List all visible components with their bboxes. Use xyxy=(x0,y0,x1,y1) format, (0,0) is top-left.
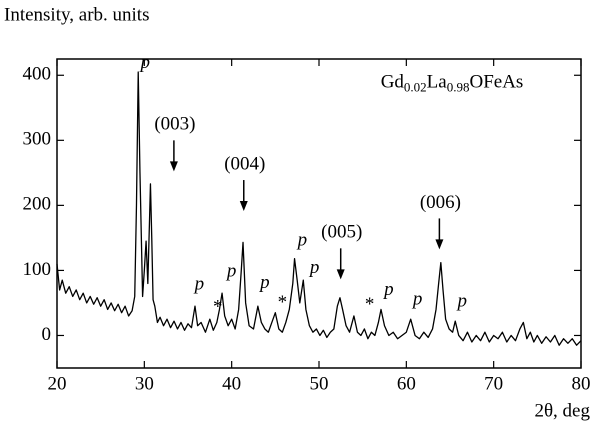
plot-frame xyxy=(56,58,582,369)
peak-marker: p xyxy=(225,261,237,282)
title-part: La xyxy=(427,72,448,93)
title-part: Gd xyxy=(381,72,405,93)
peak-label: (005) xyxy=(321,222,362,243)
y-tick-label: 300 xyxy=(23,129,52,150)
x-tick-label: 30 xyxy=(135,373,154,394)
x-tick-label: 20 xyxy=(48,373,67,394)
x-tick-label: 70 xyxy=(484,373,503,394)
peak-marker: p xyxy=(258,272,270,293)
arrow-head xyxy=(239,201,248,212)
chart-title: Gd0.02La0.98OFeAs xyxy=(381,72,524,95)
peak-marker: p xyxy=(193,274,205,295)
peak-marker: p xyxy=(308,257,320,278)
arrow-head xyxy=(336,269,345,280)
peak-marker: p xyxy=(455,291,467,312)
title-part: OFeAs xyxy=(469,72,523,93)
peak-label: (006) xyxy=(420,192,461,213)
x-tick-label: 80 xyxy=(572,373,591,394)
peak-marker: p xyxy=(296,230,308,251)
peak-marker: * xyxy=(365,294,375,315)
title-part: 0.98 xyxy=(447,79,470,94)
peak-label: (004) xyxy=(224,153,265,174)
x-tick-label: 40 xyxy=(222,373,241,394)
peak-marker: * xyxy=(213,297,223,318)
y-tick-label: 100 xyxy=(23,259,52,280)
x-tick-label: 60 xyxy=(397,373,416,394)
peak-marker: * xyxy=(278,292,288,313)
y-axis-label: Intensity, arb. units xyxy=(4,4,149,25)
x-tick-label: 50 xyxy=(310,373,329,394)
title-part: 0.02 xyxy=(404,79,427,94)
y-tick-label: 200 xyxy=(23,194,52,215)
x-axis-label: 2θ, deg xyxy=(534,400,590,421)
arrow-head xyxy=(435,239,444,250)
data-line xyxy=(56,71,582,346)
arrow-head xyxy=(169,161,178,172)
peak-marker: p xyxy=(382,279,394,300)
y-tick-label: 0 xyxy=(42,324,52,345)
peak-label: (003) xyxy=(154,114,195,135)
peak-marker: p xyxy=(411,289,423,310)
peak-marker: p xyxy=(138,52,150,73)
y-tick-label: 400 xyxy=(23,64,52,85)
